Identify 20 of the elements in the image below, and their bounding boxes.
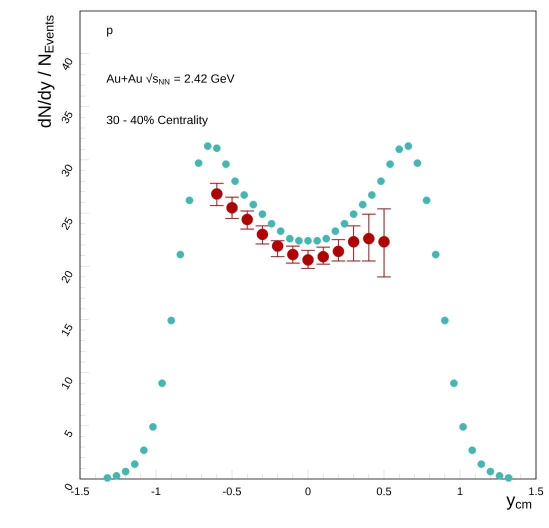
x-tick-label: 1.5 — [529, 488, 544, 496]
y-tick-label: 20 — [62, 270, 72, 284]
annotation: p — [107, 28, 112, 37]
y-tick-label: 30 — [62, 164, 72, 176]
y-tick-label: 5 — [64, 430, 72, 438]
x-axis-title: y$_{cm}$ — [506, 496, 532, 510]
x-tick-label: -1.5 — [71, 488, 89, 496]
y-tick-label: 25 — [62, 217, 72, 230]
annotation: Au+Au √s$_{NN}$ = 2.42 GeV — [106, 73, 234, 84]
y-tick-label: 15 — [62, 324, 72, 336]
y-tick-label: 35 — [62, 110, 72, 124]
x-tick-label: -1 — [152, 488, 160, 496]
x-tick-label: 0.5 — [376, 488, 392, 496]
y-axis-title: dN/dy / N$_{Events}$ — [38, 15, 54, 128]
x-tick-label: -0.5 — [223, 488, 241, 496]
x-tick-label: 1 — [458, 488, 463, 496]
x-tick-label: 0 — [305, 488, 311, 496]
annotation: 30 - 40% Centrality — [106, 115, 208, 127]
y-tick-label: 40 — [62, 58, 72, 70]
y-tick-label: 10 — [62, 377, 72, 390]
